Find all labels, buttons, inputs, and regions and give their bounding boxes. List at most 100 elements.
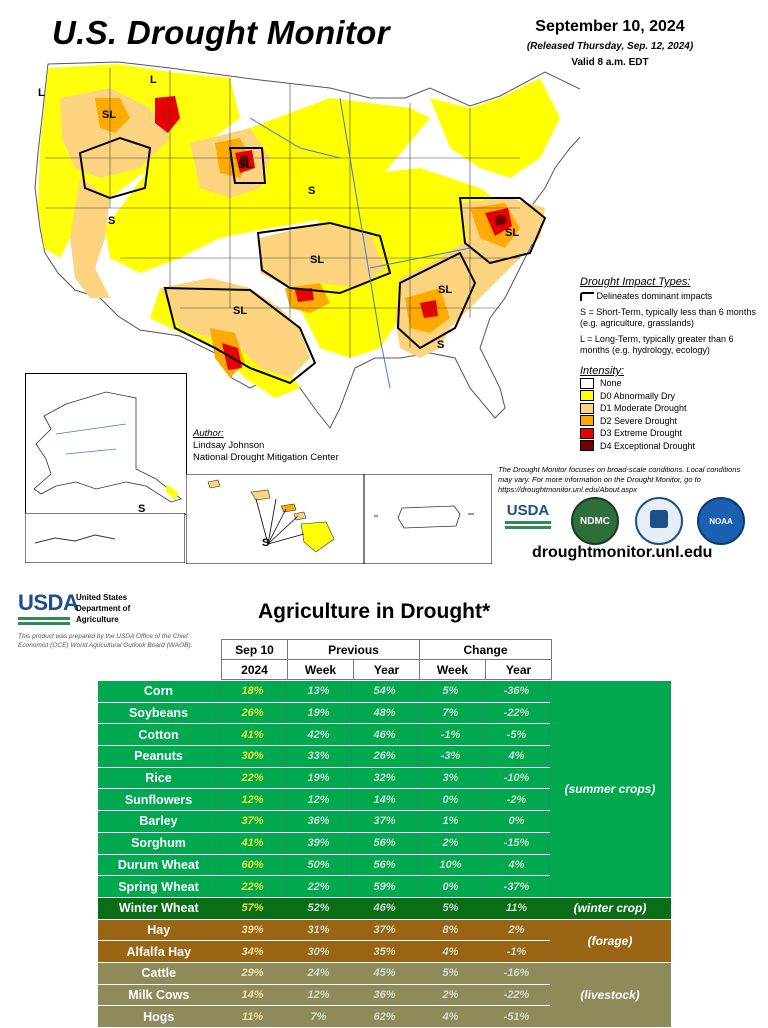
change-year-value: 11% (483, 897, 550, 920)
label-sl: SL (438, 284, 452, 296)
previous-week-value: 31% (285, 919, 352, 942)
crop-name: Corn (98, 681, 220, 703)
table-row: Corn 18% 13% 54% 5% -36% (summer crops) (98, 681, 671, 898)
previous-year-value: 37% (351, 810, 418, 833)
page-title: U.S. Drought Monitor (52, 14, 390, 51)
crop-name: Hay (98, 919, 220, 942)
table-row: Winter Wheat 57% 52% 46% 5% 11% (winter crop) (98, 897, 671, 920)
intensity-item: None (580, 377, 760, 390)
intensity-item: D2 Severe Drought (580, 415, 760, 428)
crop-name: Milk Cows (98, 984, 220, 1007)
change-week-value: 4% (417, 940, 484, 963)
previous-year-value: 35% (351, 940, 418, 963)
change-week-value: 3% (417, 767, 484, 790)
label-sl: SL (102, 109, 116, 121)
previous-year-value: 46% (351, 897, 418, 920)
current-value: 12% (219, 788, 286, 812)
table-row: Alfalfa Hay 34% 30% 35% 4% -1% (98, 940, 671, 963)
table-row: Hogs 11% 7% 62% 4% -51% (98, 1005, 671, 1028)
hdr-prev-week: Week (287, 659, 354, 680)
label-s: S (437, 339, 444, 351)
change-year-value: -22% (483, 984, 550, 1007)
change-year-value: -2% (483, 788, 550, 812)
drought-map: L L SL SL S S SL SL SL SL S (34, 61, 580, 429)
change-year-value: -10% (483, 767, 550, 790)
change-week-value: 0% (417, 788, 484, 812)
map-date: September 10, 2024 (535, 18, 685, 35)
intensity-swatch (580, 440, 594, 452)
disclaimer-text: The Drought Monitor focuses on broad-sca… (498, 465, 741, 494)
impact-legend-delineates: Delineates dominant impacts (580, 291, 760, 302)
noaa-logo: NOAA (697, 497, 745, 545)
current-value: 41% (219, 723, 286, 747)
intensity-legend-title: Intensity: (580, 365, 625, 377)
intensity-label: D1 Moderate Drought (600, 403, 687, 414)
crop-name: Alfalfa Hay (98, 940, 220, 963)
previous-year-value: 54% (351, 681, 418, 703)
table-row: Sunflowers 12% 12% 14% 0% -2% (98, 788, 671, 812)
intensity-label: D0 Abnormally Dry (600, 390, 676, 401)
table-row: Sorghum 41% 39% 56% 2% -15% (98, 832, 671, 855)
crop-name: Cattle (98, 962, 220, 985)
previous-year-value: 37% (351, 919, 418, 942)
table-row: Cattle 29% 24% 45% 5% -16% (livestock) (98, 962, 671, 1028)
change-year-value: -16% (483, 962, 550, 985)
current-value: 22% (219, 875, 286, 898)
usda-name: United States Department of Agriculture (76, 593, 131, 624)
ndmc-logo: NDMC (571, 497, 619, 545)
previous-year-value: 45% (351, 962, 418, 985)
website-url[interactable]: droughtmonitor.unl.edu (532, 544, 713, 561)
intensity-item: D1 Moderate Drought (580, 402, 760, 415)
valid-time: Valid 8 a.m. EDT (571, 57, 649, 68)
previous-year-value: 32% (351, 767, 418, 790)
previous-week-value: 12% (285, 788, 352, 812)
current-value: 39% (219, 919, 286, 942)
change-week-value: -1% (417, 723, 484, 747)
usda-note: This product was prepared by the USDA Of… (18, 633, 193, 649)
intensity-swatch (580, 390, 594, 402)
outline-swatch (580, 292, 594, 302)
previous-week-value: 36% (285, 810, 352, 833)
change-week-value: 1% (417, 810, 484, 833)
ag-table-title: Agriculture in Drought* (258, 600, 491, 623)
intensity-item: D4 Exceptional Drought (580, 440, 760, 453)
aleutian-inset (25, 513, 185, 563)
change-week-value: 4% (417, 1005, 484, 1028)
change-year-value: 2% (483, 919, 550, 942)
change-week-value: 5% (417, 897, 484, 920)
change-year-value: 4% (483, 745, 550, 768)
puerto-rico-inset (364, 474, 492, 564)
label-sl: SL (310, 254, 324, 266)
author-name: Lindsay Johnson (193, 440, 265, 451)
table-row: Soybeans 26% 19% 48% 7% -22% (98, 702, 671, 725)
change-week-value: 8% (417, 919, 484, 942)
author-block: Author: Lindsay Johnson National Drought… (193, 428, 339, 464)
intensity-label: D4 Exceptional Drought (600, 440, 696, 451)
previous-year-value: 59% (351, 875, 418, 898)
label-l: L (38, 87, 45, 99)
change-week-value: 2% (417, 984, 484, 1007)
previous-year-value: 62% (351, 1005, 418, 1028)
change-week-value: 5% (417, 962, 484, 985)
intensity-swatch (580, 427, 594, 439)
previous-week-value: 19% (285, 767, 352, 790)
change-year-value: -15% (483, 832, 550, 855)
intensity-label: None (600, 378, 622, 389)
current-value: 34% (219, 940, 286, 963)
ag-table-header: Sep 10 Previous Change 2024 Week Year We… (221, 639, 552, 680)
hdr-sep10: Sep 10 (221, 639, 288, 660)
table-row: Durum Wheat 60% 50% 56% 10% 4% (98, 854, 671, 877)
previous-week-value: 50% (285, 854, 352, 877)
label-s: S (108, 215, 115, 227)
crop-name: Barley (98, 810, 220, 833)
group-label: (winter crop) (549, 897, 671, 920)
hdr-chg-week: Week (419, 659, 486, 680)
previous-year-value: 14% (351, 788, 418, 812)
table-row: Hay 39% 31% 37% 8% 2% (forage) (98, 919, 671, 963)
crop-name: Durum Wheat (98, 854, 220, 877)
crop-name: Hogs (98, 1005, 220, 1028)
crop-name: Winter Wheat (98, 897, 220, 920)
previous-week-value: 22% (285, 875, 352, 898)
label-l: L (150, 74, 157, 86)
usda-logo-bottom: USDA (18, 590, 79, 625)
